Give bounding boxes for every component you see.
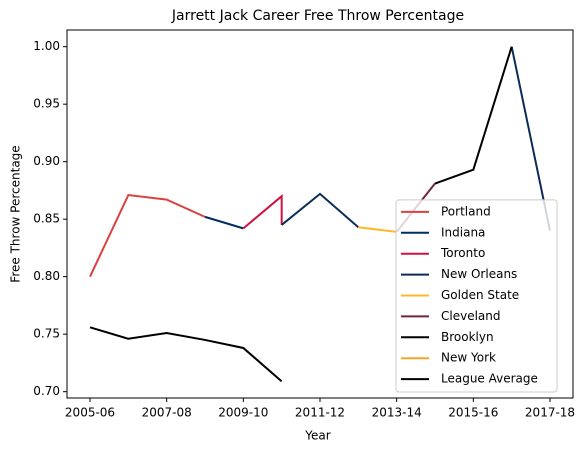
chart-title: Jarrett Jack Career Free Throw Percentag… <box>171 8 464 24</box>
legend-label: Brooklyn <box>441 330 494 344</box>
x-axis-label: Year <box>304 429 330 443</box>
plot-frame <box>66 29 574 399</box>
legend-label: Toronto <box>440 246 485 260</box>
y-tick-label: 0.70 <box>33 384 60 398</box>
x-tick-label: 2013-14 <box>372 406 422 420</box>
series-line <box>89 193 206 278</box>
series-line <box>242 194 283 230</box>
legend-label: Portland <box>441 204 491 218</box>
x-tick-label: 2007-08 <box>142 406 192 420</box>
x-tick-label: 2011-12 <box>295 406 345 420</box>
legend-label: League Average <box>441 372 538 386</box>
y-axis-label: Free Throw Percentage <box>9 145 23 282</box>
legend-label: New Orleans <box>441 267 517 281</box>
y-tick-label: 0.85 <box>33 212 60 226</box>
series-line <box>204 215 244 230</box>
series-line <box>434 46 513 185</box>
legend-label: Cleveland <box>441 309 501 323</box>
y-tick-label: 0.90 <box>33 154 60 168</box>
x-tick-label: 2005-06 <box>65 406 115 420</box>
y-tick-label: 0.75 <box>33 327 60 341</box>
legend-box <box>395 199 558 393</box>
series-line <box>358 226 397 233</box>
y-tick-label: 0.95 <box>33 97 60 111</box>
x-tick-label: 2015-16 <box>448 406 498 420</box>
x-tick-label: 2009-10 <box>218 406 268 420</box>
legend-label: Indiana <box>441 225 485 239</box>
x-tick-label: 2017-18 <box>525 406 575 420</box>
y-tick-label: 0.80 <box>33 269 60 283</box>
series-line <box>89 326 283 383</box>
legend-label: Golden State <box>441 288 519 302</box>
y-tick-label: 1.00 <box>33 39 60 53</box>
legend-label: New York <box>441 351 496 365</box>
